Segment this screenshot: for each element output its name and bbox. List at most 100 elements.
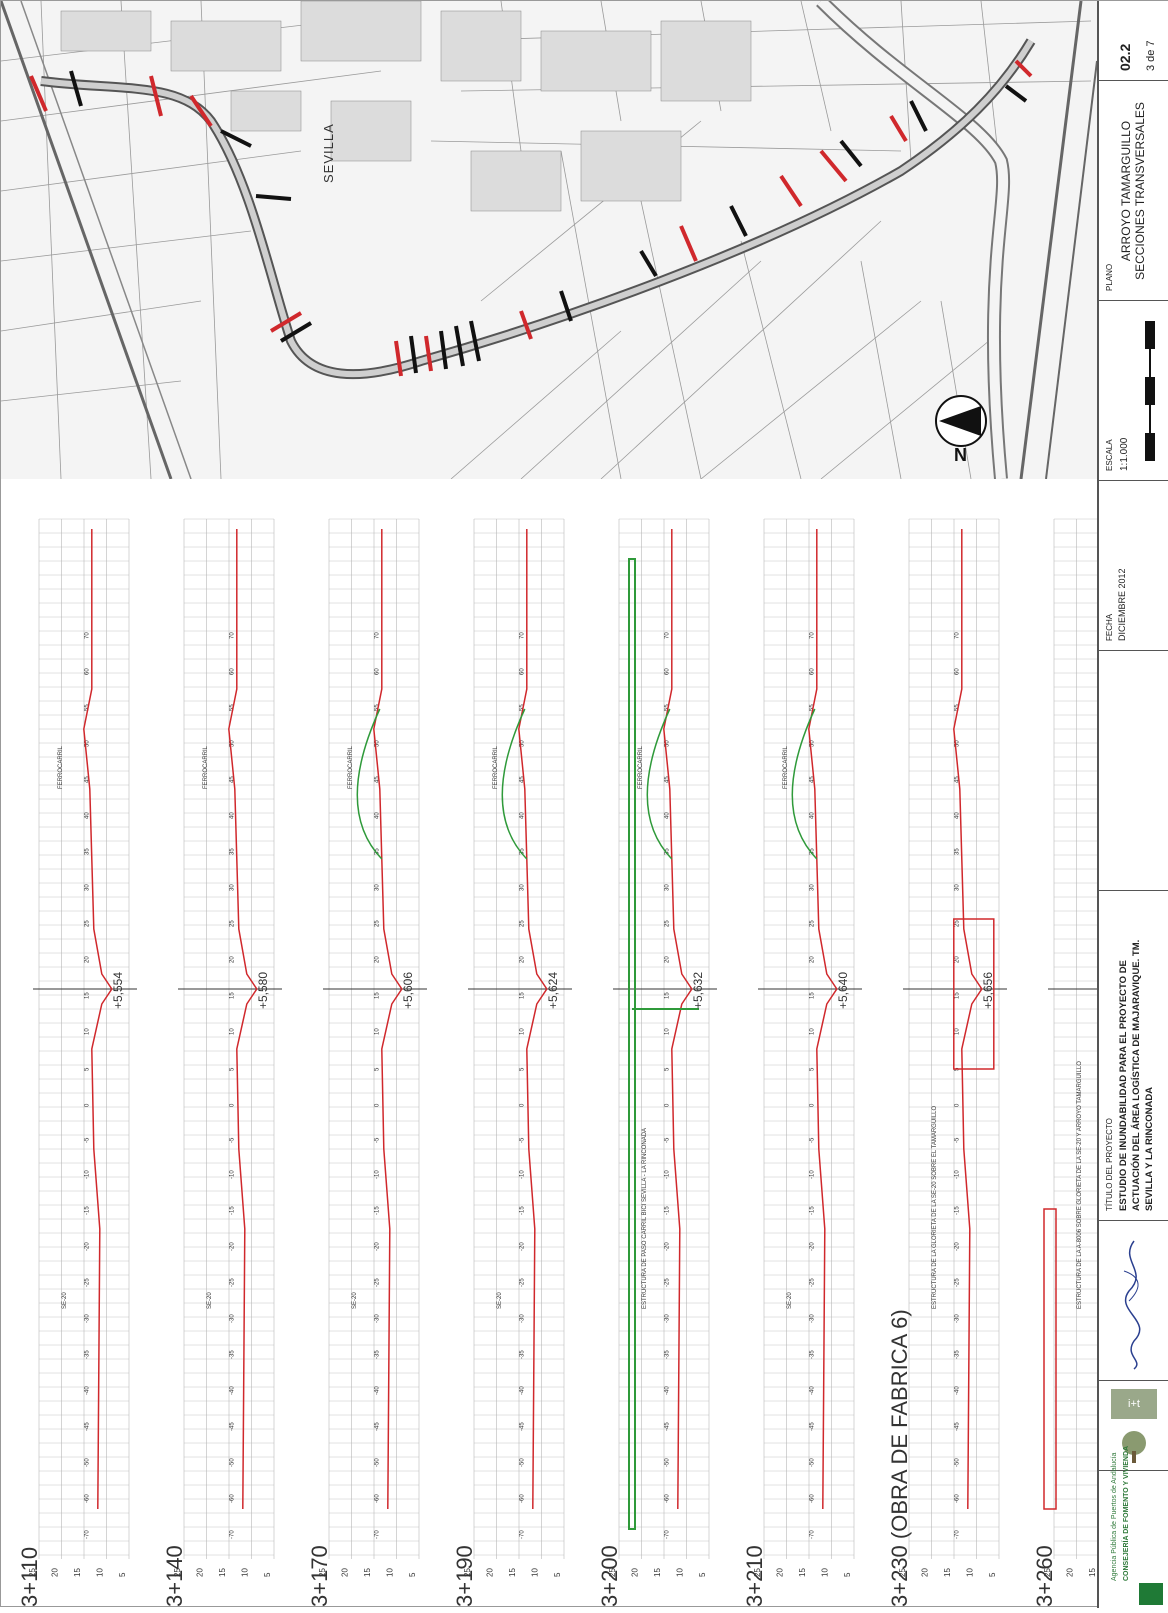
x-tick-label: -10 xyxy=(520,1170,526,1179)
y-tick-label: 5 xyxy=(698,1572,707,1577)
y-tick-label: 25 xyxy=(1043,1568,1052,1577)
y-tick-label: 15 xyxy=(73,1568,82,1577)
elevation-label: +5,632 xyxy=(691,972,705,1009)
x-tick-label: -20 xyxy=(665,1242,671,1251)
x-tick-label: 35 xyxy=(520,848,526,855)
elevation-label: +5,606 xyxy=(401,972,415,1009)
x-tick-label: -5 xyxy=(520,1137,526,1143)
x-tick-label: 50 xyxy=(230,740,236,747)
x-tick-label: -40 xyxy=(665,1386,671,1395)
x-tick-label: -45 xyxy=(810,1422,816,1431)
x-tick-label: -5 xyxy=(955,1137,961,1143)
y-tick-label: 25 xyxy=(753,1568,762,1577)
empty-cell xyxy=(1099,651,1168,891)
x-tick-label: -70 xyxy=(85,1530,91,1539)
date-value: DICIEMBRE 2012 xyxy=(1117,568,1127,641)
y-tick-label: 20 xyxy=(1066,1568,1075,1577)
x-tick-label: 50 xyxy=(665,740,671,747)
x-tick-label: -30 xyxy=(955,1314,961,1323)
title-block: 02.2 3 de 7 PLANO ARROYO TAMARGUILLO SEC… xyxy=(1097,1,1168,1608)
x-tick-label: -35 xyxy=(955,1350,961,1359)
y-tick-label: 20 xyxy=(486,1568,495,1577)
x-tick-label: -50 xyxy=(810,1458,816,1467)
x-tick-label: 15 xyxy=(230,992,236,999)
x-tick-label: -40 xyxy=(375,1386,381,1395)
x-tick-label: 40 xyxy=(665,812,671,819)
y-tick-label: 10 xyxy=(241,1568,250,1577)
x-tick-label: 0 xyxy=(85,1103,91,1107)
x-tick-label: -70 xyxy=(375,1530,381,1539)
x-tick-label: 0 xyxy=(375,1103,381,1107)
x-tick-label: 15 xyxy=(810,992,816,999)
x-tick-label: 5 xyxy=(810,1067,816,1071)
bridge-deck xyxy=(628,558,636,1530)
terrain-profile xyxy=(83,529,113,1510)
x-tick-label: -25 xyxy=(520,1278,526,1287)
x-tick-label: -45 xyxy=(955,1422,961,1431)
y-tick-label: 15 xyxy=(943,1568,952,1577)
north-arrow-icon: N xyxy=(935,395,987,465)
x-tick-label: 10 xyxy=(375,1028,381,1035)
x-tick-label: -50 xyxy=(85,1458,91,1467)
x-tick-label: -25 xyxy=(230,1278,236,1287)
x-tick-label: 45 xyxy=(810,776,816,783)
terrain-profile xyxy=(953,529,983,1510)
x-tick-label: 70 xyxy=(520,632,526,639)
tree-logo-icon xyxy=(1122,1431,1146,1463)
x-tick-label: 10 xyxy=(85,1028,91,1035)
x-tick-label: 60 xyxy=(520,668,526,675)
x-tick-label: -70 xyxy=(230,1530,236,1539)
y-tick-label: 20 xyxy=(921,1568,930,1577)
x-tick-label: -15 xyxy=(520,1206,526,1215)
x-tick-label: -5 xyxy=(665,1137,671,1143)
x-tick-label: -25 xyxy=(955,1278,961,1287)
x-tick-label: 30 xyxy=(665,884,671,891)
y-tick-label: 5 xyxy=(263,1572,272,1577)
y-tick-label: 10 xyxy=(96,1568,105,1577)
project-title-cell: TÍTULO DEL PROYECTO ESTUDIO DE INUNDABIL… xyxy=(1099,891,1168,1221)
x-tick-label: -5 xyxy=(810,1137,816,1143)
x-tick-label: -50 xyxy=(520,1458,526,1467)
section-chainage: 3+230 (OBRA DE FABRICA 6) xyxy=(887,1309,912,1607)
x-tick-label: 20 xyxy=(955,956,961,963)
y-tick-label: 5 xyxy=(988,1572,997,1577)
x-tick-label: -45 xyxy=(85,1422,91,1431)
section-annotation: FERROCARRIL xyxy=(638,745,644,789)
elevation-label: +5,580 xyxy=(256,972,270,1009)
section-annotation: FERROCARRIL xyxy=(58,745,64,789)
x-tick-label: -40 xyxy=(520,1386,526,1395)
x-tick-label: 60 xyxy=(810,668,816,675)
x-tick-label: -30 xyxy=(375,1314,381,1323)
x-tick-label: 10 xyxy=(810,1028,816,1035)
section-annotation: SE-20 xyxy=(352,1292,358,1309)
x-tick-label: -15 xyxy=(230,1206,236,1215)
date-label: FECHA xyxy=(1105,613,1114,641)
x-tick-label: -70 xyxy=(665,1530,671,1539)
x-tick-label: -60 xyxy=(810,1494,816,1503)
x-tick-label: 25 xyxy=(375,920,381,927)
x-tick-label: -20 xyxy=(955,1242,961,1251)
x-tick-label: 0 xyxy=(665,1103,671,1107)
x-tick-label: -25 xyxy=(810,1278,816,1287)
scale-cell: ESCALA 1:1.000 xyxy=(1099,301,1168,481)
x-tick-label: 10 xyxy=(665,1028,671,1035)
x-tick-label: 70 xyxy=(375,632,381,639)
plan-title-cell: PLANO ARROYO TAMARGUILLO SECCIONES TRANS… xyxy=(1099,81,1168,301)
section-chainage: 3+260 xyxy=(1032,1545,1057,1607)
section-chainage: 3+190 xyxy=(452,1545,477,1607)
x-tick-label: 50 xyxy=(85,740,91,747)
x-tick-label: 5 xyxy=(520,1067,526,1071)
x-tick-label: 30 xyxy=(520,884,526,891)
y-tick-label: 15 xyxy=(798,1568,807,1577)
x-tick-label: 5 xyxy=(375,1067,381,1071)
x-tick-label: -15 xyxy=(85,1206,91,1215)
x-tick-label: -50 xyxy=(955,1458,961,1467)
x-tick-label: -35 xyxy=(230,1350,236,1359)
x-tick-label: 35 xyxy=(665,848,671,855)
x-tick-label: -30 xyxy=(520,1314,526,1323)
x-tick-label: 0 xyxy=(810,1103,816,1107)
x-tick-label: 60 xyxy=(955,668,961,675)
y-tick-label: 5 xyxy=(408,1572,417,1577)
x-tick-label: 35 xyxy=(955,848,961,855)
x-tick-label: 60 xyxy=(665,668,671,675)
